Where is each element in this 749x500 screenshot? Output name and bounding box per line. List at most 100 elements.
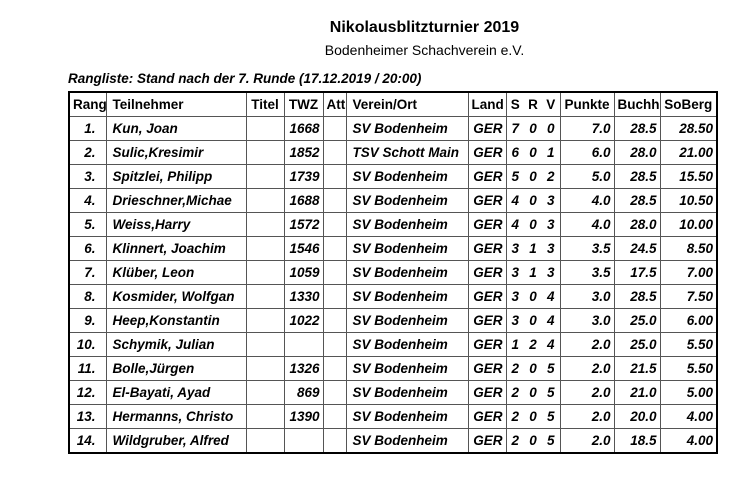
- cell-draws: 1: [524, 236, 542, 261]
- cell-sonneborn-berger: 28.50: [659, 116, 718, 141]
- cell-rank: 4.: [68, 188, 107, 213]
- cell-sonneborn-berger: 10.50: [659, 188, 718, 213]
- cell-wins: 5: [505, 164, 524, 189]
- cell-sonneborn-berger: 4.00: [659, 404, 718, 429]
- cell-losses: 3: [542, 260, 561, 285]
- cell-wins: 6: [505, 140, 524, 165]
- cell-att: [322, 116, 347, 141]
- cell-draws: 0: [524, 284, 542, 309]
- column-header-twz: TWZ: [283, 91, 324, 117]
- cell-losses: 3: [542, 188, 561, 213]
- cell-buchholz: 25.0: [613, 308, 661, 333]
- cell-twz: 1330: [283, 284, 324, 309]
- cell-wins: 4: [505, 188, 524, 213]
- cell-name: Weiss,Harry: [105, 212, 247, 237]
- cell-sonneborn-berger: 6.00: [659, 308, 718, 333]
- cell-country: GER: [467, 404, 507, 429]
- cell-country: GER: [467, 356, 507, 381]
- cell-points: 2.0: [559, 380, 615, 405]
- cell-club: TSV Schott Main: [345, 140, 469, 165]
- cell-rank: 3.: [68, 164, 107, 189]
- cell-losses: 4: [542, 332, 561, 357]
- cell-twz: [283, 428, 324, 454]
- cell-club: SV Bodenheim: [345, 260, 469, 285]
- cell-country: GER: [467, 116, 507, 141]
- column-header-title: Titel: [245, 91, 285, 117]
- cell-draws: 0: [524, 356, 542, 381]
- cell-att: [322, 140, 347, 165]
- cell-twz: 869: [283, 380, 324, 405]
- cell-sonneborn-berger: 10.00: [659, 212, 718, 237]
- cell-buchholz: 24.5: [613, 236, 661, 261]
- column-header-sonneborn-berger: SoBerg: [659, 91, 718, 117]
- cell-att: [322, 188, 347, 213]
- column-header-country: Land: [467, 91, 507, 117]
- cell-name: Klüber, Leon: [105, 260, 247, 285]
- cell-country: GER: [467, 212, 507, 237]
- cell-title: [245, 116, 285, 141]
- cell-draws: 2: [524, 332, 542, 357]
- cell-points: 3.5: [559, 236, 615, 261]
- cell-points: 5.0: [559, 164, 615, 189]
- cell-title: [245, 188, 285, 213]
- column-header-losses: V: [542, 91, 561, 117]
- cell-sonneborn-berger: 7.50: [659, 284, 718, 309]
- cell-sonneborn-berger: 5.50: [659, 332, 718, 357]
- cell-att: [322, 236, 347, 261]
- cell-sonneborn-berger: 5.50: [659, 356, 718, 381]
- cell-name: Kun, Joan: [105, 116, 247, 141]
- cell-points: 4.0: [559, 212, 615, 237]
- cell-name: El-Bayati, Ayad: [105, 380, 247, 405]
- cell-draws: 0: [524, 188, 542, 213]
- cell-country: GER: [467, 140, 507, 165]
- table-row: 1. Kun, Joan 1668 SV Bodenheim GER 7 0 0 7.0 28.5…: [68, 116, 718, 141]
- cell-points: 3.0: [559, 308, 615, 333]
- cell-draws: 0: [524, 116, 542, 141]
- cell-buchholz: 18.5: [613, 428, 661, 454]
- cell-club: SV Bodenheim: [345, 380, 469, 405]
- cell-buchholz: 28.0: [613, 212, 661, 237]
- cell-name: Drieschner,Michae: [105, 188, 247, 213]
- cell-points: 2.0: [559, 428, 615, 454]
- cell-att: [322, 356, 347, 381]
- cell-country: GER: [467, 380, 507, 405]
- table-row: 4. Drieschner,Michae 1688 SV Bodenheim GER 4 0…: [68, 188, 718, 213]
- cell-twz: 1688: [283, 188, 324, 213]
- table-row: 10. Schymik, Julian SV Bodenheim GER 1 2 4 2.0 2…: [68, 332, 718, 357]
- page-subtitle: Bodenheimer Schachverein e.V.: [324, 42, 525, 58]
- cell-country: GER: [467, 308, 507, 333]
- cell-losses: 0: [542, 116, 561, 141]
- table-header-row: Rang Teilnehmer Titel TWZ Att Verein/Ort Land S…: [68, 91, 718, 117]
- cell-title: [245, 140, 285, 165]
- table-row: 7. Klüber, Leon 1059 SV Bodenheim GER 3 1 3 3.5 1…: [68, 260, 718, 285]
- column-header-rank: Rang: [68, 91, 107, 117]
- cell-twz: 1059: [283, 260, 324, 285]
- table-row: 11. Bolle,Jürgen 1326 SV Bodenheim GER 2 0 5 2.0…: [68, 356, 718, 381]
- cell-twz: 1852: [283, 140, 324, 165]
- cell-points: 2.0: [559, 356, 615, 381]
- column-header-att: Att: [322, 91, 347, 117]
- cell-rank: 10.: [68, 332, 107, 357]
- standings-caption: Rangliste: Stand nach der 7. Runde (17.1…: [68, 71, 422, 86]
- cell-name: Bolle,Jürgen: [105, 356, 247, 381]
- cell-draws: 0: [524, 428, 542, 454]
- cell-rank: 9.: [68, 308, 107, 333]
- cell-losses: 5: [542, 404, 561, 429]
- cell-rank: 6.: [68, 236, 107, 261]
- table-row: 5. Weiss,Harry 1572 SV Bodenheim GER 4 0 3 4.0 28…: [68, 212, 718, 237]
- cell-name: Heep,Konstantin: [105, 308, 247, 333]
- cell-losses: 1: [542, 140, 561, 165]
- cell-title: [245, 212, 285, 237]
- cell-att: [322, 284, 347, 309]
- cell-country: GER: [467, 188, 507, 213]
- cell-losses: 3: [542, 236, 561, 261]
- cell-buchholz: 28.5: [613, 116, 661, 141]
- cell-rank: 12.: [68, 380, 107, 405]
- cell-att: [322, 332, 347, 357]
- table-row: 3. Spitzlei, Philipp 1739 SV Bodenheim GER 5 0…: [68, 164, 718, 189]
- cell-sonneborn-berger: 21.00: [659, 140, 718, 165]
- cell-club: SV Bodenheim: [345, 212, 469, 237]
- cell-losses: 3: [542, 212, 561, 237]
- cell-wins: 3: [505, 260, 524, 285]
- cell-att: [322, 404, 347, 429]
